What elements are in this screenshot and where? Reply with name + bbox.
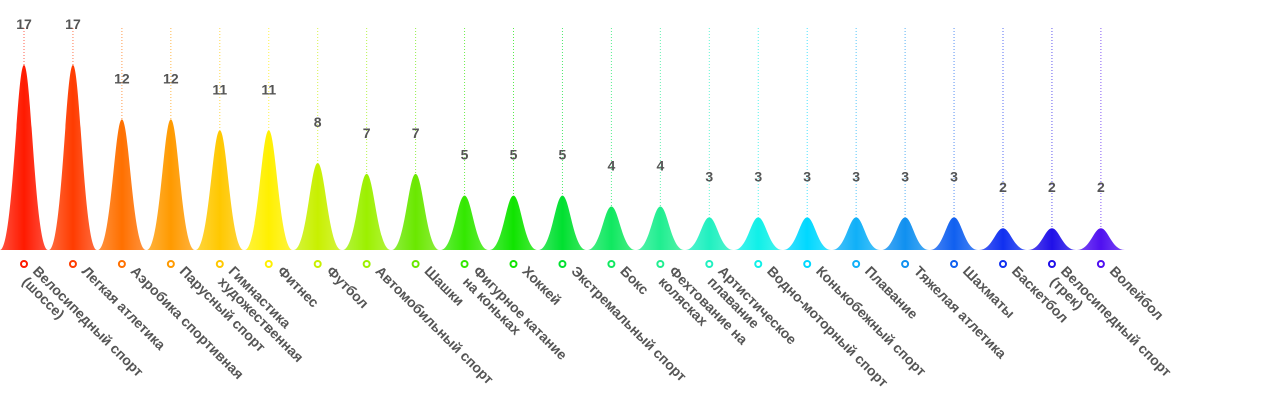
bar[interactable] — [783, 217, 832, 250]
category-label: Шашки — [421, 263, 467, 309]
data-label: 7 — [412, 125, 420, 141]
category-label: Бокс — [617, 263, 652, 298]
data-label: 11 — [212, 81, 227, 97]
bar[interactable] — [293, 162, 342, 250]
category-label: Футбол — [324, 263, 372, 311]
bar[interactable] — [685, 217, 734, 250]
category-marker — [999, 260, 1007, 268]
bar[interactable] — [195, 130, 244, 250]
category-marker — [754, 260, 763, 268]
data-label: 3 — [754, 168, 762, 184]
category-label: Велосипедный спорт(шоссе) — [19, 263, 147, 391]
category-label: Велосипедный спорт(трек) — [1047, 263, 1175, 391]
data-label: 5 — [559, 147, 567, 163]
bar[interactable] — [1027, 228, 1076, 250]
category-marker — [1047, 260, 1056, 268]
data-label: 4 — [656, 157, 664, 173]
category-marker — [460, 260, 469, 268]
data-label: 11 — [261, 81, 276, 97]
category-marker — [852, 260, 861, 268]
category-label: Хоккей — [519, 263, 564, 308]
category-marker — [607, 260, 616, 268]
category-marker — [362, 260, 371, 268]
bar[interactable] — [0, 65, 48, 250]
category-marker — [509, 260, 518, 268]
data-label: 7 — [363, 125, 371, 141]
bar[interactable] — [146, 119, 195, 250]
category-marker — [558, 260, 567, 268]
category-marker — [20, 260, 28, 268]
data-label: 2 — [999, 179, 1007, 195]
data-label: 17 — [16, 16, 32, 32]
data-label: 3 — [901, 168, 909, 184]
data-label: 4 — [608, 157, 616, 173]
data-label: 2 — [1048, 179, 1056, 195]
bar[interactable] — [1076, 228, 1125, 250]
category-label: Фитнес — [275, 263, 323, 311]
category-marker — [901, 260, 910, 268]
category-marker — [705, 260, 714, 268]
bar[interactable] — [538, 195, 587, 250]
category-marker — [68, 260, 77, 268]
data-label: 12 — [114, 70, 130, 86]
category-marker — [313, 260, 322, 268]
category-marker — [264, 260, 273, 268]
bar[interactable] — [979, 228, 1027, 250]
category-marker — [166, 260, 175, 268]
bar[interactable] — [881, 217, 930, 250]
data-label: 3 — [950, 168, 958, 184]
data-label: 3 — [705, 168, 713, 184]
data-label: 3 — [803, 168, 811, 184]
category-label: Легкая атлетика — [79, 263, 169, 353]
bar[interactable] — [391, 173, 440, 250]
data-label: 5 — [461, 147, 469, 163]
data-label: 12 — [163, 70, 179, 86]
category-marker — [803, 260, 812, 268]
bar[interactable] — [636, 206, 685, 250]
category-marker — [950, 260, 959, 268]
category-label: Тяжелая атлетика — [911, 263, 1010, 362]
bar[interactable] — [342, 173, 391, 250]
data-label: 3 — [852, 168, 860, 184]
data-label: 8 — [314, 114, 322, 130]
category-marker — [117, 260, 126, 268]
bar[interactable] — [48, 65, 97, 250]
bar[interactable] — [244, 130, 293, 250]
category-marker — [656, 260, 665, 268]
bar[interactable] — [832, 217, 881, 250]
data-label: 5 — [510, 147, 518, 163]
data-label: 17 — [65, 16, 81, 32]
bar[interactable] — [489, 195, 538, 250]
category-marker — [411, 260, 420, 268]
category-marker — [215, 260, 224, 268]
bar[interactable] — [734, 217, 783, 250]
data-label: 2 — [1097, 179, 1105, 195]
bar[interactable] — [440, 195, 489, 250]
bar[interactable] — [97, 119, 146, 250]
bar[interactable] — [587, 206, 636, 250]
category-marker — [1096, 260, 1105, 268]
bar[interactable] — [930, 217, 979, 250]
